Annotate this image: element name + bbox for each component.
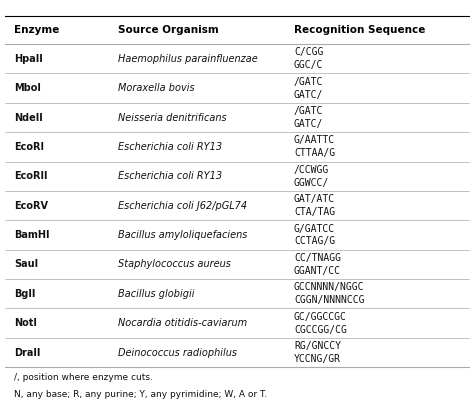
Text: MboI: MboI: [14, 83, 41, 93]
Text: DraII: DraII: [14, 348, 41, 357]
Text: /, position where enzyme cuts.: /, position where enzyme cuts.: [14, 373, 153, 382]
Text: EcoRII: EcoRII: [14, 171, 48, 181]
Text: N, any base; R, any purine; Y, any pyrimidine; W, A or T.: N, any base; R, any purine; Y, any pyrim…: [14, 390, 267, 399]
Text: NotI: NotI: [14, 318, 37, 328]
Text: SauI: SauI: [14, 259, 38, 269]
Text: Enzyme: Enzyme: [14, 25, 60, 35]
Text: GAT/ATC
CTA/TAG: GAT/ATC CTA/TAG: [294, 194, 335, 217]
Text: Recognition Sequence: Recognition Sequence: [294, 25, 425, 35]
Text: NdeII: NdeII: [14, 113, 43, 122]
Text: EcoRI: EcoRI: [14, 142, 44, 152]
Text: C/CGG
GGC/C: C/CGG GGC/C: [294, 47, 323, 70]
Text: /CCWGG
GGWCC/: /CCWGG GGWCC/: [294, 165, 329, 188]
Text: Staphylococcus aureus: Staphylococcus aureus: [118, 259, 231, 269]
Text: HpaII: HpaII: [14, 54, 43, 64]
Text: GC/GGCCGC
CGCCGG/CG: GC/GGCCGC CGCCGG/CG: [294, 312, 347, 335]
Text: Bacillus globigii: Bacillus globigii: [118, 289, 195, 299]
Text: /GATC
GATC/: /GATC GATC/: [294, 106, 323, 129]
Text: BamHI: BamHI: [14, 230, 50, 240]
Text: RG/GNCCY
YCCNG/GR: RG/GNCCY YCCNG/GR: [294, 341, 341, 364]
Text: Escherichia coli RY13: Escherichia coli RY13: [118, 171, 223, 181]
Text: GCCNNNN/NGGC
CGGN/NNNNCCG: GCCNNNN/NGGC CGGN/NNNNCCG: [294, 282, 365, 305]
Text: Deinococcus radiophilus: Deinococcus radiophilus: [118, 348, 237, 357]
Text: Neisseria denitrificans: Neisseria denitrificans: [118, 113, 227, 122]
Text: /GATC
GATC/: /GATC GATC/: [294, 77, 323, 100]
Text: G/AATTC
CTTAA/G: G/AATTC CTTAA/G: [294, 135, 335, 158]
Text: Moraxella bovis: Moraxella bovis: [118, 83, 195, 93]
Text: EcoRV: EcoRV: [14, 201, 48, 211]
Text: Bacillus amyloliquefaciens: Bacillus amyloliquefaciens: [118, 230, 248, 240]
Text: Source Organism: Source Organism: [118, 25, 219, 35]
Text: Nocardia otitidis-caviarum: Nocardia otitidis-caviarum: [118, 318, 247, 328]
Text: Haemophilus parainfluenzae: Haemophilus parainfluenzae: [118, 54, 258, 64]
Text: CC/TNAGG
GGANT/CC: CC/TNAGG GGANT/CC: [294, 253, 341, 276]
Text: G/GATCC
CCTAG/G: G/GATCC CCTAG/G: [294, 224, 335, 246]
Text: Escherichia coli J62/pGL74: Escherichia coli J62/pGL74: [118, 201, 247, 211]
Text: Escherichia coli RY13: Escherichia coli RY13: [118, 142, 223, 152]
Text: BglI: BglI: [14, 289, 36, 299]
